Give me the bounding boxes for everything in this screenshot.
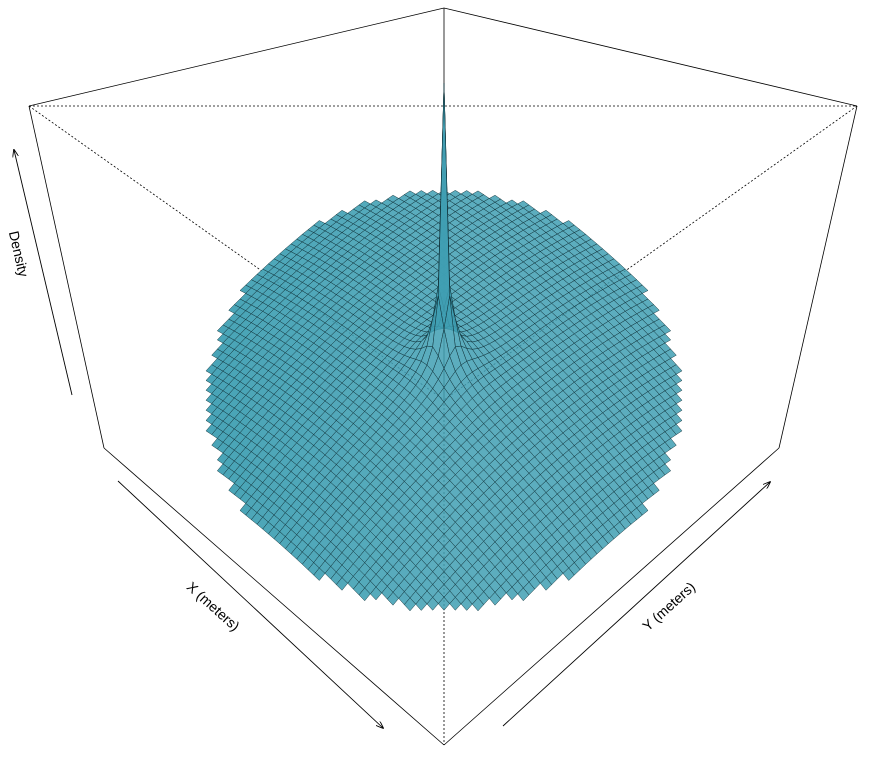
surface-facet <box>369 586 383 601</box>
z-axis-arrow <box>14 150 73 396</box>
box-front <box>28 105 858 746</box>
axis-z: Density <box>6 150 73 396</box>
surface-facet <box>415 597 428 611</box>
surface-facet <box>358 587 371 602</box>
x-axis-arrow <box>117 480 383 728</box>
surface-facet <box>449 596 462 611</box>
x-axis-label: X (meters) <box>184 578 243 634</box>
surface-facet <box>472 597 484 612</box>
y-axis-arrow <box>502 482 770 727</box>
surface-facet <box>517 587 530 602</box>
surface-facet <box>404 597 416 612</box>
surface-facet <box>313 567 326 581</box>
surface-facet <box>335 577 349 591</box>
surface-facet <box>426 596 439 611</box>
z-axis-label: Density <box>6 229 32 278</box>
surface-facet <box>488 591 502 606</box>
surface-facet <box>460 597 473 611</box>
density-surface <box>205 82 683 612</box>
surface-facet <box>386 591 400 606</box>
surface-facet <box>505 586 519 601</box>
surface-facet <box>539 577 553 591</box>
surface-facet <box>438 596 450 611</box>
y-axis-label: Y (meters) <box>639 579 698 634</box>
surface-facet <box>562 567 575 581</box>
